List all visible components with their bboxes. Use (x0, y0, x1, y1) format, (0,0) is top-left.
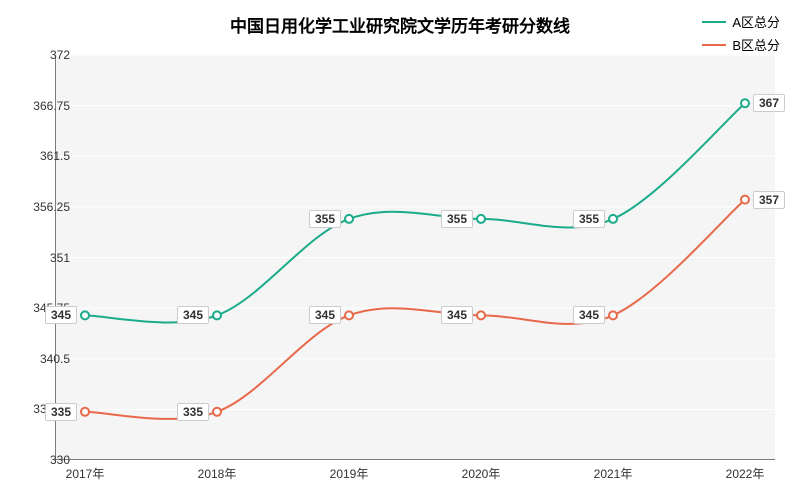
legend-label-b: B区总分 (732, 35, 780, 54)
data-label: 345 (573, 306, 605, 324)
x-tick-label: 2021年 (594, 465, 633, 482)
legend-label-a: A区总分 (732, 12, 780, 31)
legend-swatch-b (702, 44, 726, 46)
y-tick-label: 372 (50, 48, 70, 62)
data-label: 355 (441, 210, 473, 228)
y-tick-label: 351 (50, 251, 70, 265)
data-label: 345 (177, 306, 209, 324)
y-tick-label: 361.5 (40, 149, 70, 163)
plot-svg (55, 55, 775, 460)
data-label: 345 (309, 306, 341, 324)
data-label: 355 (573, 210, 605, 228)
data-label: 345 (441, 306, 473, 324)
data-label: 357 (753, 191, 785, 209)
x-tick-label: 2019年 (330, 465, 369, 482)
data-label: 355 (309, 210, 341, 228)
plot-area (55, 55, 775, 460)
x-tick-label: 2018年 (198, 465, 237, 482)
x-tick-label: 2017年 (66, 465, 105, 482)
legend-item-b: B区总分 (702, 35, 780, 54)
data-label: 335 (177, 403, 209, 421)
legend-swatch-a (702, 21, 726, 23)
data-label: 367 (753, 94, 785, 112)
legend: A区总分 B区总分 (702, 12, 780, 58)
chart-container: 中国日用化学工业研究院文学历年考研分数线 A区总分 B区总分 330335.25… (0, 0, 800, 500)
x-tick-label: 2020年 (462, 465, 501, 482)
data-label: 345 (45, 306, 77, 324)
y-tick-label: 340.5 (40, 352, 70, 366)
y-tick-label: 366.75 (33, 99, 70, 113)
legend-item-a: A区总分 (702, 12, 780, 31)
data-label: 335 (45, 403, 77, 421)
y-tick-label: 356.25 (33, 200, 70, 214)
chart-title: 中国日用化学工业研究院文学历年考研分数线 (230, 12, 570, 37)
x-tick-label: 2022年 (726, 465, 765, 482)
